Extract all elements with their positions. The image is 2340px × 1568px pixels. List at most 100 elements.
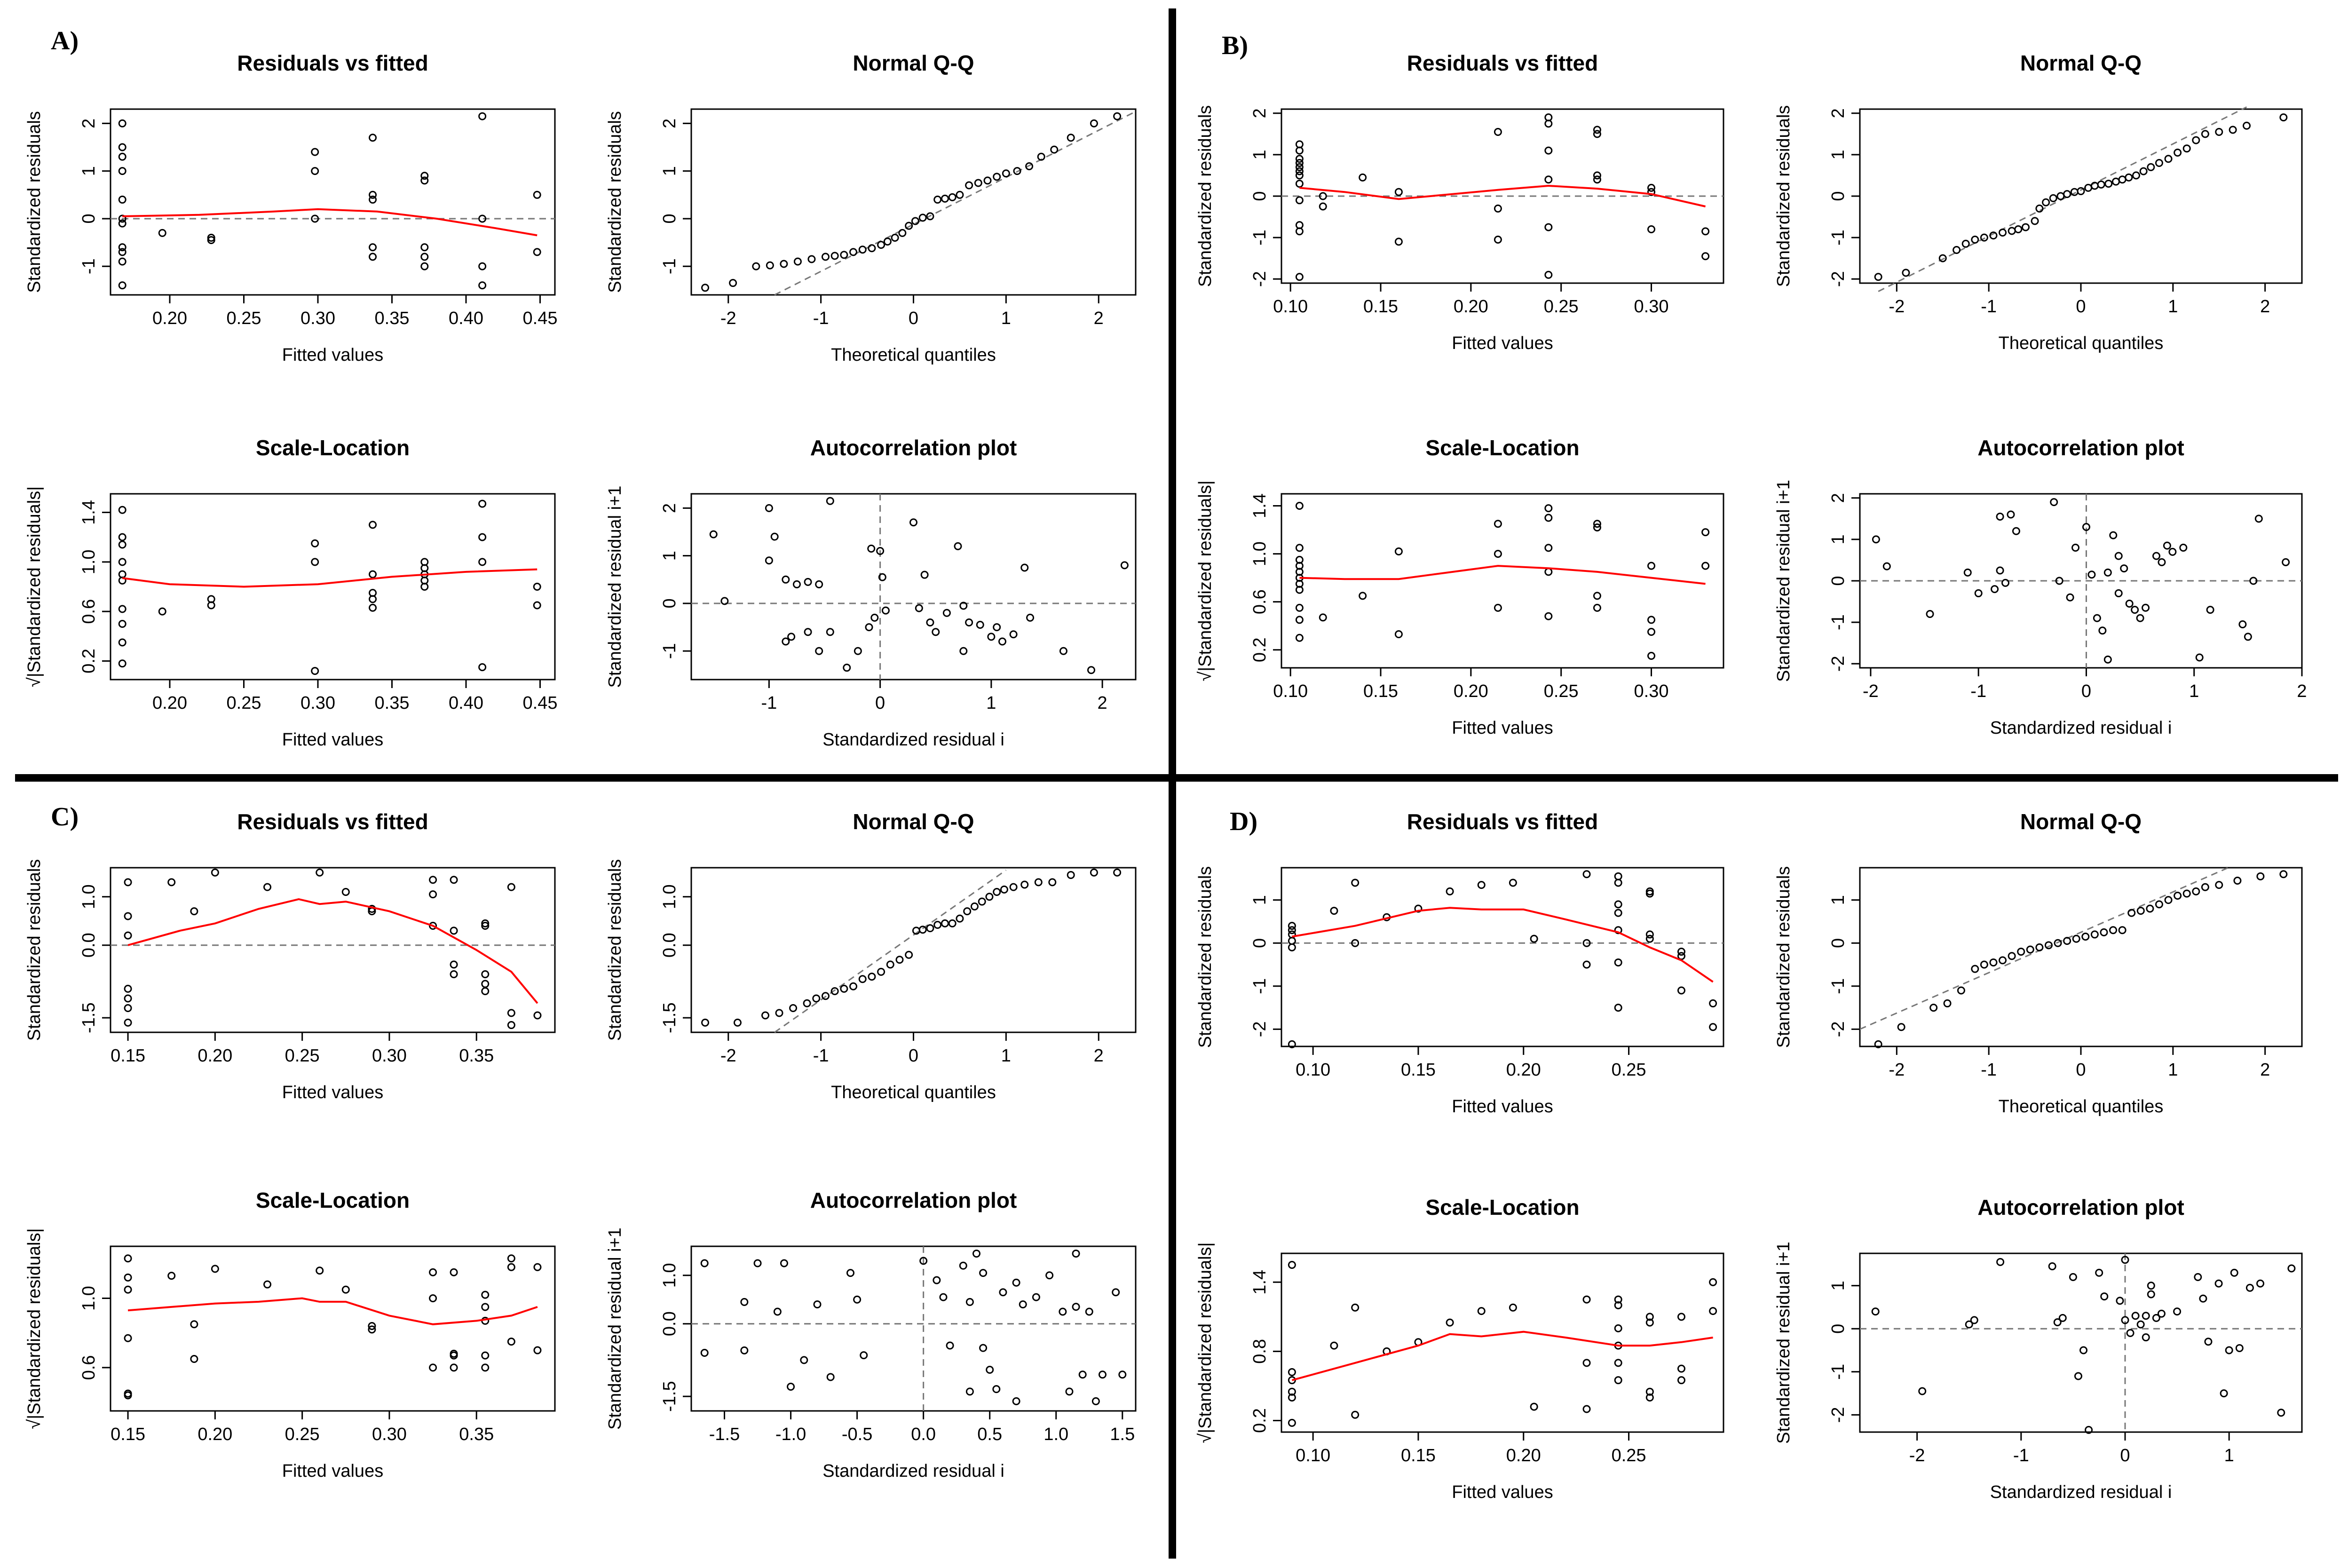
y-tick-label: 1.0 bbox=[660, 1263, 680, 1288]
data-point bbox=[118, 638, 126, 647]
data-point bbox=[701, 1018, 710, 1027]
x-tick-label: 0.25 bbox=[227, 693, 261, 713]
data-point bbox=[2103, 655, 2112, 664]
data-point bbox=[978, 897, 986, 906]
data-point bbox=[1871, 1307, 1880, 1316]
data-point bbox=[939, 1293, 948, 1301]
data-point bbox=[918, 214, 927, 222]
data-point bbox=[720, 597, 729, 605]
plot-frame bbox=[1281, 493, 1724, 669]
data-point bbox=[2243, 121, 2251, 130]
x-tick-label: 0.35 bbox=[375, 309, 410, 328]
data-point bbox=[369, 521, 377, 529]
data-point bbox=[429, 1363, 437, 1372]
data-point bbox=[1614, 926, 1622, 934]
y-tick-label: 1.4 bbox=[1250, 493, 1270, 518]
plot-frame bbox=[690, 1245, 1137, 1412]
data-point bbox=[1288, 1387, 1296, 1396]
data-point bbox=[1971, 965, 1979, 973]
data-point bbox=[983, 176, 992, 185]
data-point bbox=[211, 1265, 219, 1273]
data-point bbox=[993, 887, 1001, 896]
plot-frame bbox=[1859, 1252, 2303, 1433]
y-tick-label: -2 bbox=[1828, 1021, 1848, 1037]
plot-panel-a-4: Autocorrelation plot -1 0 1 2 -1 0 1 2 Standardiz… bbox=[605, 436, 1137, 750]
plot-frame bbox=[690, 108, 1137, 296]
data-point bbox=[870, 613, 879, 622]
data-point bbox=[369, 595, 377, 603]
x-tick-label: 0.30 bbox=[300, 693, 335, 713]
x-tick-label: 0 bbox=[909, 1046, 918, 1066]
y-tick-label: 2 bbox=[660, 503, 680, 513]
data-point bbox=[2164, 155, 2173, 163]
data-point bbox=[2063, 937, 2071, 945]
data-point bbox=[883, 238, 892, 246]
plot-title: Normal Q-Q bbox=[2020, 51, 2142, 75]
data-point bbox=[2164, 896, 2173, 904]
plot-title: Residuals vs fitted bbox=[237, 51, 428, 75]
data-point bbox=[2103, 568, 2112, 577]
x-axis-label: Fitted values bbox=[282, 730, 383, 750]
data-point bbox=[1897, 1023, 1905, 1031]
data-point bbox=[700, 1259, 709, 1267]
data-point bbox=[2120, 564, 2128, 573]
data-point bbox=[1446, 1318, 1454, 1327]
data-point bbox=[867, 544, 876, 553]
x-tick-label: 0.35 bbox=[375, 693, 410, 713]
data-point bbox=[1996, 566, 2004, 575]
data-point bbox=[1295, 171, 1304, 180]
data-point bbox=[1701, 227, 1710, 236]
plot-title: Autocorrelation plot bbox=[810, 1188, 1017, 1212]
data-point bbox=[918, 926, 927, 934]
data-point bbox=[2206, 606, 2214, 614]
data-point bbox=[770, 532, 779, 541]
y-axis-label: Standardized residuals bbox=[1774, 105, 1794, 287]
plot-panel-d-1: Residuals vs fitted 0.10 0.15 0.20 0.25 -2 -1 0… bbox=[1195, 809, 1724, 1117]
data-point bbox=[1582, 960, 1591, 969]
data-point bbox=[2035, 943, 2044, 951]
data-point bbox=[481, 1363, 490, 1372]
x-axis-label: Standardized residual i bbox=[822, 1461, 1004, 1481]
data-point bbox=[420, 262, 429, 270]
data-point bbox=[1012, 1278, 1020, 1287]
y-tick-label: 0 bbox=[1828, 576, 1848, 586]
data-point bbox=[1645, 889, 1654, 898]
x-tick-label: -1 bbox=[2013, 1446, 2029, 1465]
data-point bbox=[1544, 175, 1553, 184]
y-tick-label: -1.5 bbox=[660, 1381, 680, 1411]
data-point bbox=[118, 219, 126, 228]
data-point bbox=[1593, 603, 1601, 612]
data-point bbox=[507, 883, 515, 891]
data-point bbox=[1019, 1300, 1027, 1309]
data-point bbox=[2035, 204, 2044, 213]
x-tick-label: 0.20 bbox=[1506, 1060, 1541, 1080]
x-tick-label: 0.0 bbox=[911, 1425, 936, 1444]
qq-reference-line bbox=[774, 111, 1136, 296]
data-point bbox=[2104, 180, 2113, 188]
data-point bbox=[1295, 167, 1304, 175]
data-point bbox=[2118, 926, 2127, 934]
data-point bbox=[1709, 999, 1717, 1007]
data-point bbox=[1494, 236, 1502, 244]
data-point bbox=[1288, 1261, 1296, 1269]
data-point bbox=[1295, 603, 1304, 612]
data-point bbox=[1295, 273, 1304, 281]
data-point bbox=[807, 255, 816, 263]
data-point bbox=[507, 1021, 515, 1029]
data-point bbox=[190, 1320, 198, 1329]
data-point bbox=[1701, 528, 1710, 537]
plot-panel-a-1: Residuals vs fitted 0.20 0.25 0.30 0.35 0.40 0… bbox=[24, 51, 557, 365]
data-point bbox=[1113, 868, 1122, 877]
data-point bbox=[1288, 926, 1296, 934]
data-point bbox=[1593, 592, 1601, 600]
x-tick-label: -1 bbox=[1981, 1060, 1997, 1080]
y-tick-label: 1 bbox=[1828, 1281, 1848, 1291]
y-tick-label: 1 bbox=[1250, 895, 1270, 905]
data-point bbox=[1677, 1313, 1685, 1321]
data-point bbox=[1351, 939, 1360, 947]
data-point bbox=[1087, 666, 1095, 674]
y-axis-label: √|Standardized residuals| bbox=[1195, 1242, 1215, 1443]
data-point bbox=[420, 176, 429, 185]
